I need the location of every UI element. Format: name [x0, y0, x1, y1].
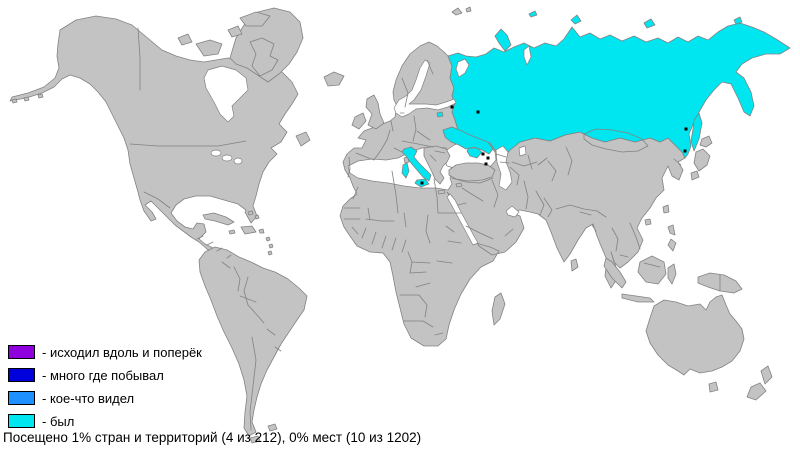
white-sea [455, 58, 470, 78]
island-hainan [644, 218, 652, 226]
borders-asia [451, 128, 721, 292]
visited-regions-europe [401, 111, 494, 188]
legend-item-label: - был [42, 413, 75, 429]
island-newfoundland [295, 131, 311, 147]
island-tasmania [708, 381, 719, 393]
continent-australia [645, 294, 745, 376]
legend-item-label: - кое-что видел [42, 390, 135, 406]
legend-color-swatch [8, 368, 35, 382]
island-ireland [351, 112, 367, 130]
region-ukraine [442, 126, 494, 155]
visited-region-russia [447, 10, 791, 159]
baltic-sea [393, 59, 457, 118]
island-iceland [323, 71, 345, 87]
legend-item-label: - исходил вдоль и поперёк [42, 344, 202, 360]
legend-color-swatch [8, 345, 35, 359]
caspian-sea [495, 145, 513, 191]
red-sea [446, 193, 479, 246]
place-dot [484, 162, 488, 166]
place-dot [420, 181, 424, 185]
legend-item-seen-something: - кое-что видел [8, 390, 202, 406]
island-cyprus [455, 182, 463, 188]
islands-caribbean [202, 210, 274, 256]
island-great-britain [365, 94, 385, 130]
island-crete [437, 189, 446, 195]
borders-americas [129, 27, 282, 431]
great-lake [233, 157, 243, 165]
legend-item-traveled-all-over: - исходил вдоль и поперёк [8, 344, 202, 360]
legend-color-swatch [8, 391, 35, 405]
place-dot [486, 156, 490, 160]
borders-africa [343, 170, 462, 336]
status-text: Посещено 1% стран и территорий (4 из 212… [3, 430, 422, 445]
islands-russian-arctic [494, 10, 743, 52]
region-italy-mainland [401, 146, 432, 182]
islands-canadian-arctic [177, 11, 279, 77]
hudson-bay [203, 65, 249, 123]
region-kaliningrad [436, 111, 444, 118]
aral-sea [518, 145, 527, 157]
legend-item-visited-many-places: - много где побывал [8, 367, 202, 383]
place-dot [683, 149, 687, 153]
ob-gulf [523, 45, 532, 66]
borders-europe [347, 59, 446, 178]
island-madagascar [491, 292, 506, 326]
islands-aleutian [11, 93, 44, 104]
legend-item-been-there: - был [8, 413, 202, 429]
region-anatolia [448, 162, 496, 182]
place-dot [476, 110, 480, 114]
island-taiwan [662, 204, 670, 214]
great-lake [210, 149, 222, 157]
place-dot [450, 105, 454, 109]
islands-south-atlantic [249, 423, 278, 444]
great-lake [221, 154, 233, 162]
islands-indonesia [603, 255, 677, 303]
place-dot [481, 152, 485, 156]
islands-new-zealand [746, 365, 773, 401]
place-dots [420, 105, 688, 185]
region-crimea [466, 147, 483, 159]
country-borders [129, 27, 721, 431]
persian-gulf [505, 205, 520, 218]
islands-philippines [667, 224, 677, 252]
legend-item-label: - много где побывал [42, 367, 164, 383]
island-sri-lanka [570, 258, 579, 272]
islands-japan [690, 135, 713, 181]
islands-svalbard [451, 6, 472, 16]
legend-color-swatch [8, 414, 35, 428]
island-sakhalin [690, 112, 703, 152]
place-dot [684, 127, 688, 131]
region-italy-sardinia [401, 162, 410, 179]
legend: - исходил вдоль и поперёк - много где по… [8, 344, 202, 438]
